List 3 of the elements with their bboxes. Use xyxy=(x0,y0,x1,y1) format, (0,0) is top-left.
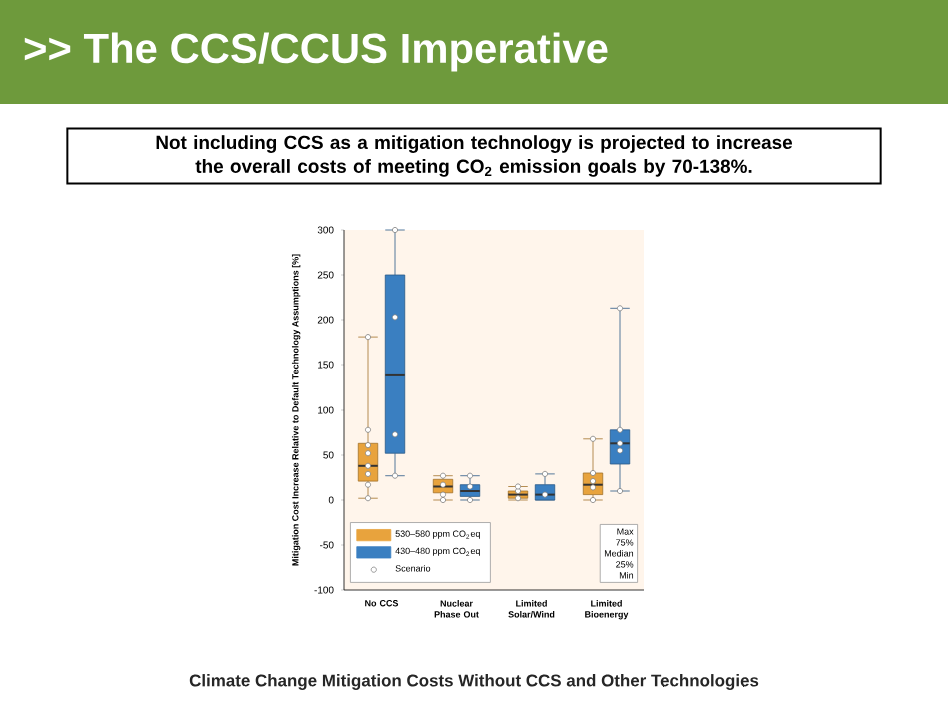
chart-subtitle: Not including CCS as a mitigation technology is projected to increase the overall costs of meeting CO$_{2}$ emission goals by 70-138%. xyxy=(156,135,793,177)
text: Climate Change Mitigation Costs Without CCS and Other Technologies xyxy=(189,674,759,690)
chart-title: >> The CCS/CCUS Imperative xyxy=(24,32,608,72)
